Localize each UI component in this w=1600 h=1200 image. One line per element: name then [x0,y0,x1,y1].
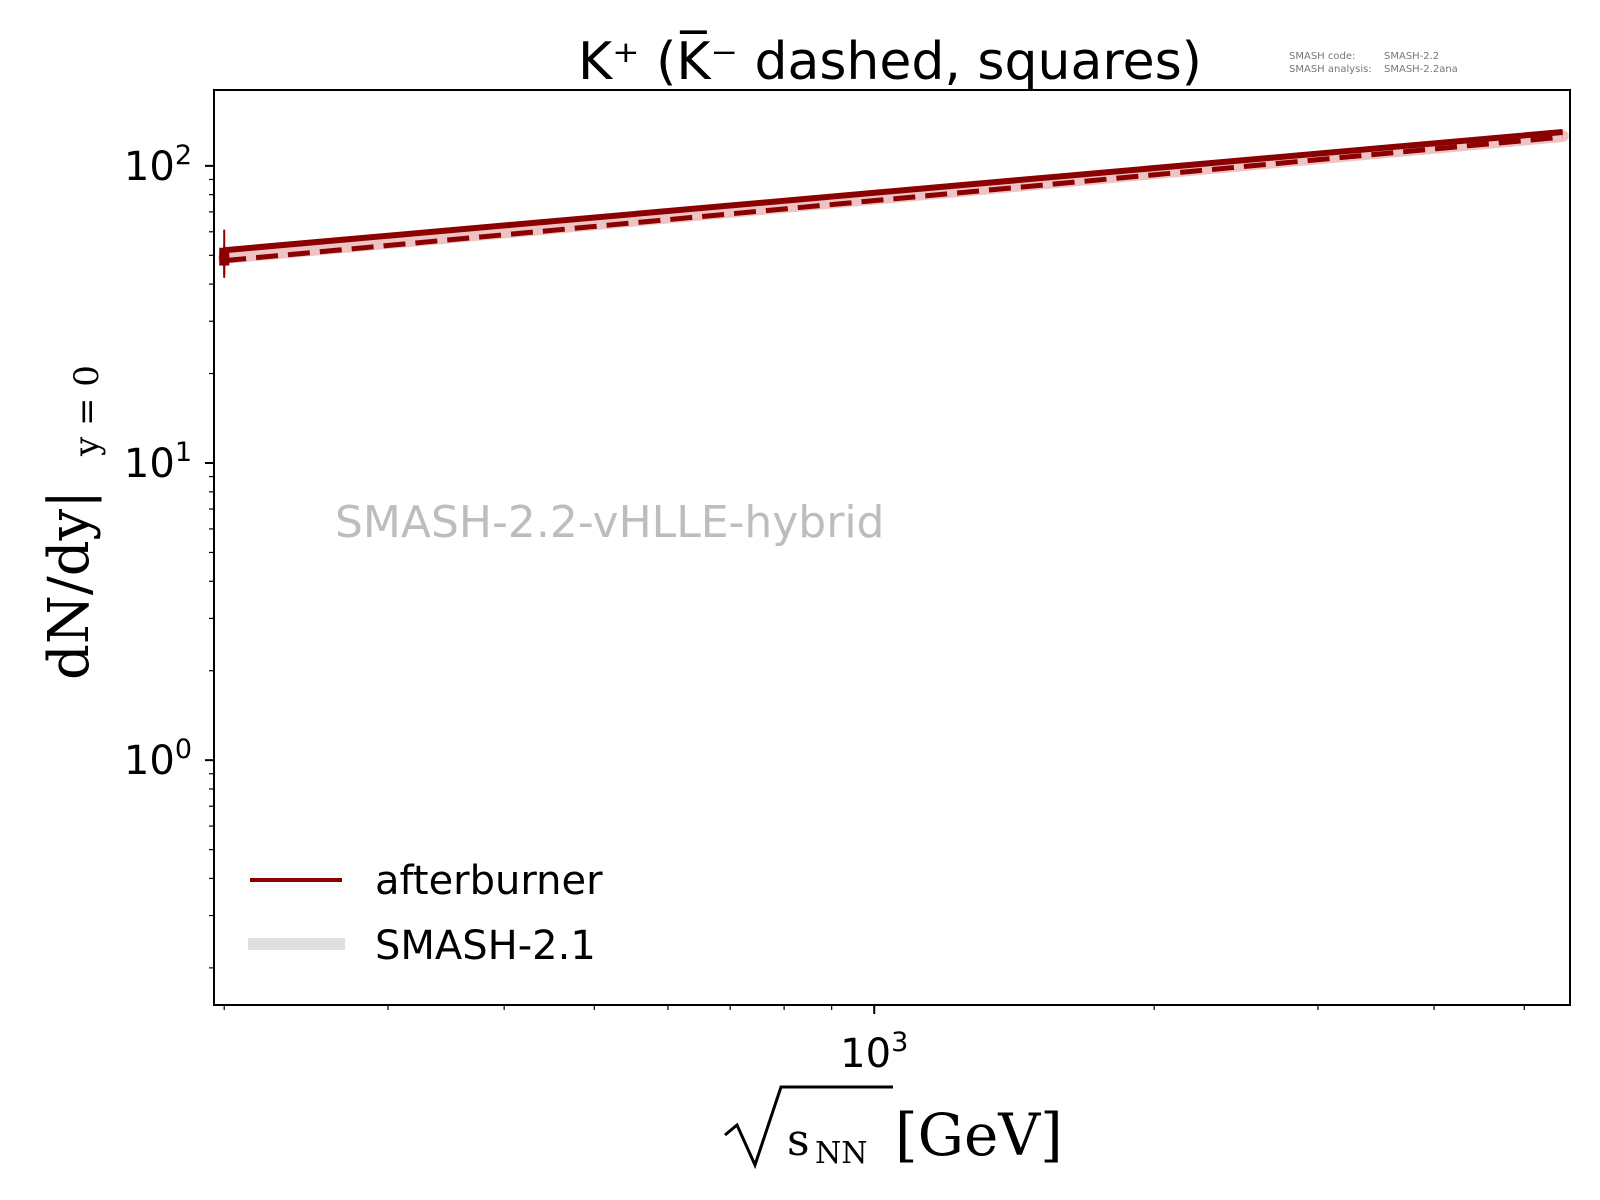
version-code-label: SMASH code: [1289,51,1355,62]
x-tick-label: 103 [840,1027,908,1077]
y-label-subscript: y = 0 [67,365,107,457]
y-tick-label: 101 [124,437,192,487]
y-tick-label: 100 [124,734,192,784]
plot-area [218,129,1569,278]
chart-title: K⁺ (K̅⁻ dashed, squares) [578,30,1202,92]
x-axis-label: s NN [GeV] [724,1085,1063,1171]
marker-square-k-minus [219,255,230,266]
legend-label-smash21: SMASH-2.1 [375,923,596,969]
y-axis-label: dN/dy| y = 0 [37,365,107,680]
axes: 100 101 102 103 [124,89,1571,1077]
series-line-k-minus [223,134,1563,264]
legend-label-afterburner: afterburner [375,858,603,904]
x-label-radicand: s [787,1115,810,1166]
legend: afterburner SMASH-2.1 [248,858,603,969]
version-code-value: SMASH-2.2 [1384,51,1439,62]
sqrt-symbol [724,1085,893,1170]
version-info: SMASH code: SMASH-2.2 SMASH analysis: SM… [1289,51,1458,75]
x-label-unit: [GeV] [895,1101,1063,1169]
plot-frame [213,89,1571,1006]
version-analysis-label: SMASH analysis: [1289,64,1372,75]
series-line-k-plus [223,129,1563,254]
y-label-main: dN/dy| [37,490,102,680]
watermark-text: SMASH-2.2-vHLLE-hybrid [335,497,884,548]
x-label-subscript: NN [815,1136,868,1171]
y-tick-label: 102 [124,140,192,190]
version-analysis-value: SMASH-2.2ana [1384,64,1458,75]
